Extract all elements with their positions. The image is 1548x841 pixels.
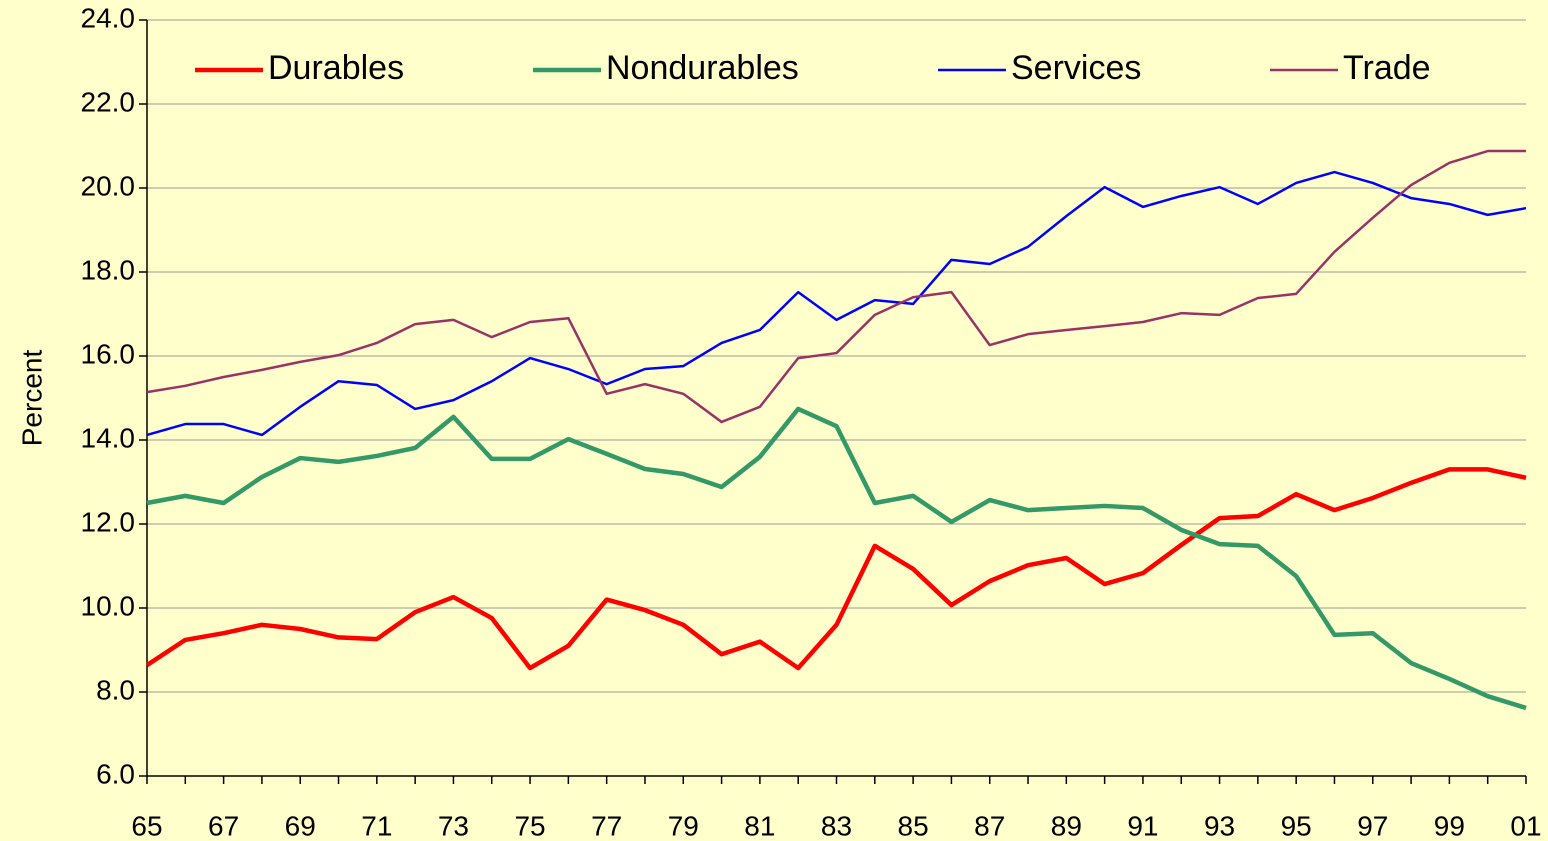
legend-label: Services <box>1011 49 1141 87</box>
series-line <box>146 170 1527 437</box>
x-tick-label: 87 <box>974 810 1005 841</box>
x-tick-label: 69 <box>285 810 316 841</box>
legend-label: Durables <box>268 49 404 87</box>
x-tick-label: 83 <box>821 810 852 841</box>
x-tick-label: 99 <box>1434 810 1465 841</box>
legend-label: Nondurables <box>606 49 799 87</box>
x-tick-label: 89 <box>1051 810 1082 841</box>
y-tick-label: 12.0 <box>81 506 136 537</box>
x-tick-label: 71 <box>361 810 392 841</box>
x-tick-label: 97 <box>1357 810 1388 841</box>
x-tick-label: 67 <box>208 810 239 841</box>
series-line <box>146 406 1527 711</box>
x-tick-label: 91 <box>1127 810 1158 841</box>
x-tick-label: 81 <box>744 810 775 841</box>
x-tick-label: 79 <box>668 810 699 841</box>
x-tick-label: 77 <box>591 810 622 841</box>
y-tick-label: 10.0 <box>81 590 136 621</box>
series-line <box>146 149 1526 424</box>
x-tick-label: 95 <box>1281 810 1312 841</box>
y-tick-label: 18.0 <box>81 254 136 285</box>
y-tick-label: 20.0 <box>81 170 136 201</box>
y-tick-label: 16.0 <box>81 338 136 369</box>
y-tick-label: 8.0 <box>96 674 135 705</box>
x-tick-label: 65 <box>131 810 162 841</box>
x-tick-label: 73 <box>438 810 469 841</box>
legend-label: Trade <box>1343 49 1431 87</box>
y-tick-label: 24.0 <box>81 2 136 33</box>
y-tick-label: 6.0 <box>96 758 135 789</box>
x-tick-label: 01 <box>1510 810 1541 841</box>
y-axis-label: Percent <box>16 350 47 447</box>
x-tick-label: 85 <box>898 810 929 841</box>
y-tick-label: 14.0 <box>81 422 136 453</box>
x-tick-label: 93 <box>1204 810 1235 841</box>
series-line <box>145 467 1527 671</box>
y-tick-label: 22.0 <box>81 86 136 117</box>
x-tick-label: 75 <box>514 810 545 841</box>
